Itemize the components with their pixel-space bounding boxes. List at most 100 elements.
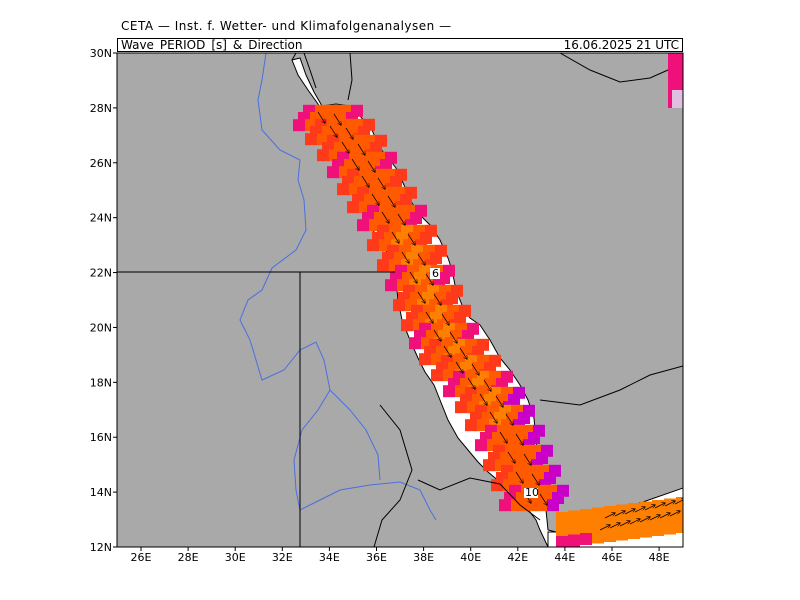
- direction-arrow: [345, 127, 353, 139]
- country-border: [373, 404, 413, 547]
- lat-label: 26N: [90, 157, 112, 170]
- period-cell: [411, 244, 423, 257]
- direction-arrow: [417, 291, 425, 303]
- direction-arrow: [401, 251, 409, 263]
- period-cell: [664, 498, 676, 511]
- period-cell: [483, 459, 495, 472]
- direction-arrow: [351, 158, 359, 170]
- direction-arrow: [609, 523, 620, 529]
- period-cell: [327, 166, 339, 179]
- direction-arrow: [644, 505, 655, 511]
- direction-arrow: [523, 453, 531, 465]
- direction-arrow: [649, 515, 660, 521]
- svg-text:10: 10: [525, 486, 539, 499]
- direction-arrow: [489, 411, 497, 423]
- lat-label: 20N: [90, 321, 112, 334]
- direction-arrow: [619, 521, 630, 527]
- period-cell: [580, 533, 592, 545]
- contour-label-6: 6: [430, 267, 440, 280]
- period-cell: [377, 259, 389, 272]
- period-cell: [604, 530, 616, 542]
- direction-arrow: [479, 393, 487, 405]
- period-cell: [419, 353, 431, 366]
- period-cell: [317, 149, 329, 162]
- direction-arrow: [449, 331, 457, 343]
- direction-arrow: [317, 111, 325, 123]
- period-cell: [580, 509, 592, 521]
- period-cell: [337, 183, 349, 196]
- svg-text:6: 6: [432, 267, 439, 280]
- direction-arrow: [634, 507, 645, 513]
- period-cell: [556, 536, 568, 547]
- period-cell: [399, 244, 411, 257]
- direction-arrow: [674, 499, 683, 505]
- period-cell: [676, 509, 683, 521]
- lat-label: 24N: [90, 212, 112, 225]
- direction-arrow: [397, 213, 405, 225]
- lat-label: 16N: [90, 431, 112, 444]
- period-cell: [305, 133, 317, 146]
- period-cell: [616, 528, 628, 541]
- period-cell: [628, 527, 640, 539]
- direction-arrow: [391, 231, 399, 243]
- period-cell: [401, 319, 413, 332]
- direction-arrow: [381, 211, 389, 223]
- direction-arrow: [459, 347, 467, 359]
- direction-arrow: [495, 395, 503, 407]
- direction-arrow: [425, 273, 433, 285]
- direction-arrow: [499, 431, 507, 443]
- direction-arrow: [624, 509, 635, 515]
- period-cell: [523, 499, 535, 512]
- direction-arrow: [505, 413, 513, 425]
- country-border: [539, 365, 683, 406]
- period-cell: [385, 279, 397, 292]
- period-cell: [568, 510, 580, 523]
- period-cell: [664, 522, 676, 535]
- period-cell: [664, 510, 676, 523]
- period-cell: [592, 507, 604, 520]
- atbara-river: [329, 389, 381, 481]
- direction-arrow: [639, 517, 650, 523]
- direction-arrow: [467, 377, 475, 389]
- lat-label: 14N: [90, 486, 112, 499]
- direction-arrow: [654, 503, 665, 509]
- direction-arrow: [659, 513, 670, 519]
- lon-label: 42E: [507, 551, 528, 564]
- period-cell: [640, 525, 652, 538]
- period-cell: [568, 534, 580, 547]
- direction-arrow: [433, 329, 441, 341]
- direction-arrow: [614, 511, 625, 517]
- period-cell: [676, 497, 683, 509]
- direction-arrow: [599, 525, 610, 531]
- variable-title: Wave_PERIOD_[s]_&_Direction: [121, 38, 303, 52]
- period-cell: [455, 401, 467, 414]
- lon-label: 48E: [649, 551, 670, 564]
- map-frame: [116, 52, 684, 548]
- period-cell: [556, 524, 568, 536]
- direction-arrow: [357, 143, 365, 155]
- direction-arrow: [604, 513, 615, 519]
- period-cell: [604, 518, 616, 530]
- period-cell: [676, 521, 683, 533]
- direction-arrow: [409, 271, 417, 283]
- lon-label: 34E: [319, 551, 340, 564]
- direction-arrow: [441, 313, 449, 325]
- direction-arrow: [377, 177, 385, 189]
- gulf-of-aqaba-coast: [347, 53, 353, 101]
- period-cell: [499, 499, 511, 512]
- direction-arrow: [387, 195, 395, 207]
- direction-arrow: [539, 493, 547, 505]
- period-cell: [409, 337, 421, 350]
- persian-gulf-patch-light: [672, 90, 683, 108]
- period-cell: [435, 244, 447, 257]
- period-cell: [491, 479, 503, 492]
- period-cell: [616, 516, 628, 529]
- direction-arrow: [483, 379, 491, 391]
- lat-label: 30N: [90, 47, 112, 60]
- period-cell: [640, 513, 652, 526]
- wave-period-field: [293, 104, 683, 547]
- period-cell: [357, 219, 369, 232]
- lat-label: 22N: [90, 267, 112, 280]
- direction-arrow: [433, 293, 441, 305]
